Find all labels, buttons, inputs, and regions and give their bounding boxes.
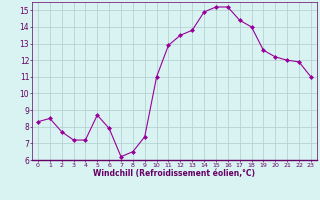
X-axis label: Windchill (Refroidissement éolien,°C): Windchill (Refroidissement éolien,°C) (93, 169, 255, 178)
